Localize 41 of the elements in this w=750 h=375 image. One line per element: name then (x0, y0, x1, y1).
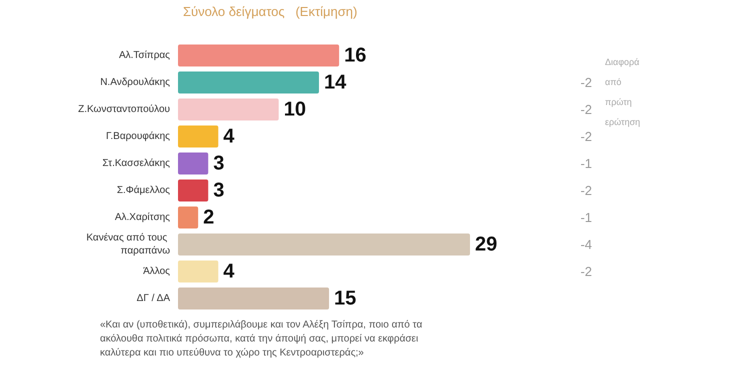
bar (178, 180, 208, 202)
text: -2 (580, 75, 592, 90)
text: -2 (580, 264, 592, 279)
data-label: 4 (223, 126, 236, 148)
text: «Και αν (υποθετικά), συμπεριλάβουμε και τον Αλέξη Τσίπρα, ποιο από τα ακόλουθα πολιτικά πρόσωπα, κατά την άποψή σας, μπορεί να εκφράσει καλύτερα και πιο υπεύθυνα το χώρο της Κεντροαριστεράς;» (100, 320, 426, 358)
y-tick-label: Ζ.Κωνσταντοπούλου (78, 104, 170, 115)
data-label: 3 (213, 180, 224, 202)
bar (178, 126, 218, 148)
bar (178, 72, 319, 94)
text: -2 (580, 102, 592, 117)
data-label: 4 (223, 260, 236, 282)
y-tick-label: Γ.Βαρουφάκης (106, 131, 170, 142)
text: -4 (580, 237, 592, 252)
y-tick-label: Άλλος (143, 266, 170, 277)
y-tick-label: Αλ.Χαρίτσης (114, 212, 170, 223)
bar (178, 260, 218, 282)
bar (178, 206, 198, 228)
bar (178, 98, 279, 120)
text: -2 (580, 129, 592, 144)
data-label: 3 (213, 152, 224, 174)
data-label: 15 (334, 288, 356, 310)
text: -1 (580, 210, 592, 225)
text: -2 (580, 183, 592, 198)
bar (178, 44, 340, 66)
text: -1 (580, 156, 592, 171)
data-label: 29 (475, 234, 498, 256)
data-label: 16 (344, 44, 366, 66)
data-label: 2 (203, 206, 214, 228)
data-label: 10 (284, 98, 306, 120)
y-tick-label: Αλ.Τσίπρας (118, 50, 170, 61)
y-tick-label: Σ.Φάμελλος (116, 185, 170, 196)
y-tick-label: ΔΓ / ΔΑ (136, 293, 170, 304)
y-tick-label: Ν.Ανδρουλάκης (100, 77, 170, 88)
chart-title: Σύνολο δείγματος (Εκτίμηση) (183, 4, 358, 19)
bar (178, 288, 330, 310)
bar (178, 152, 208, 174)
text: Διαφορά από πρώτη ερώτηση (605, 57, 642, 127)
data-label: 14 (324, 72, 348, 94)
y-tick-label: Στ.Κασσελάκης (102, 158, 170, 169)
bar (178, 234, 470, 256)
y-tick-label: Κανένας από τους παραπάνω (86, 232, 170, 256)
